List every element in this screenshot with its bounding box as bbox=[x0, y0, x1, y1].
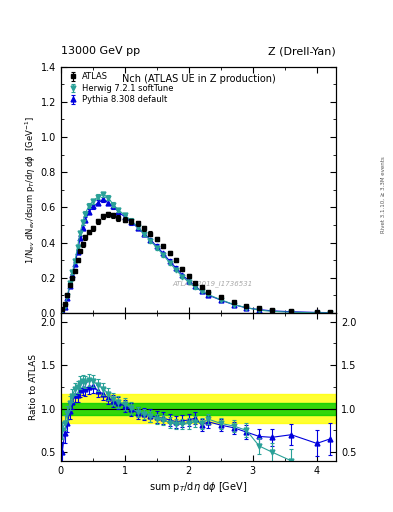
Text: 13000 GeV pp: 13000 GeV pp bbox=[61, 46, 140, 56]
Y-axis label: 1/N$_{ev}$ dN$_{ev}$/dsum p$_T$/d$\eta$ d$\phi$  [GeV$^{-1}$]: 1/N$_{ev}$ dN$_{ev}$/dsum p$_T$/d$\eta$ … bbox=[24, 116, 38, 264]
Text: ATLAS_2019_I1736531: ATLAS_2019_I1736531 bbox=[172, 280, 252, 287]
Bar bbox=[61, 394, 336, 423]
Text: Rivet 3.1.10, ≥ 3.3M events: Rivet 3.1.10, ≥ 3.3M events bbox=[381, 156, 386, 233]
Y-axis label: Ratio to ATLAS: Ratio to ATLAS bbox=[29, 354, 38, 420]
Text: Z (Drell-Yan): Z (Drell-Yan) bbox=[268, 46, 336, 56]
Text: Nch (ATLAS UE in Z production): Nch (ATLAS UE in Z production) bbox=[121, 74, 275, 84]
Bar bbox=[61, 402, 336, 415]
Legend: ATLAS, Herwig 7.2.1 softTune, Pythia 8.308 default: ATLAS, Herwig 7.2.1 softTune, Pythia 8.3… bbox=[65, 71, 175, 106]
X-axis label: sum p$_T$/d$\eta$ d$\phi$ [GeV]: sum p$_T$/d$\eta$ d$\phi$ [GeV] bbox=[149, 480, 248, 494]
